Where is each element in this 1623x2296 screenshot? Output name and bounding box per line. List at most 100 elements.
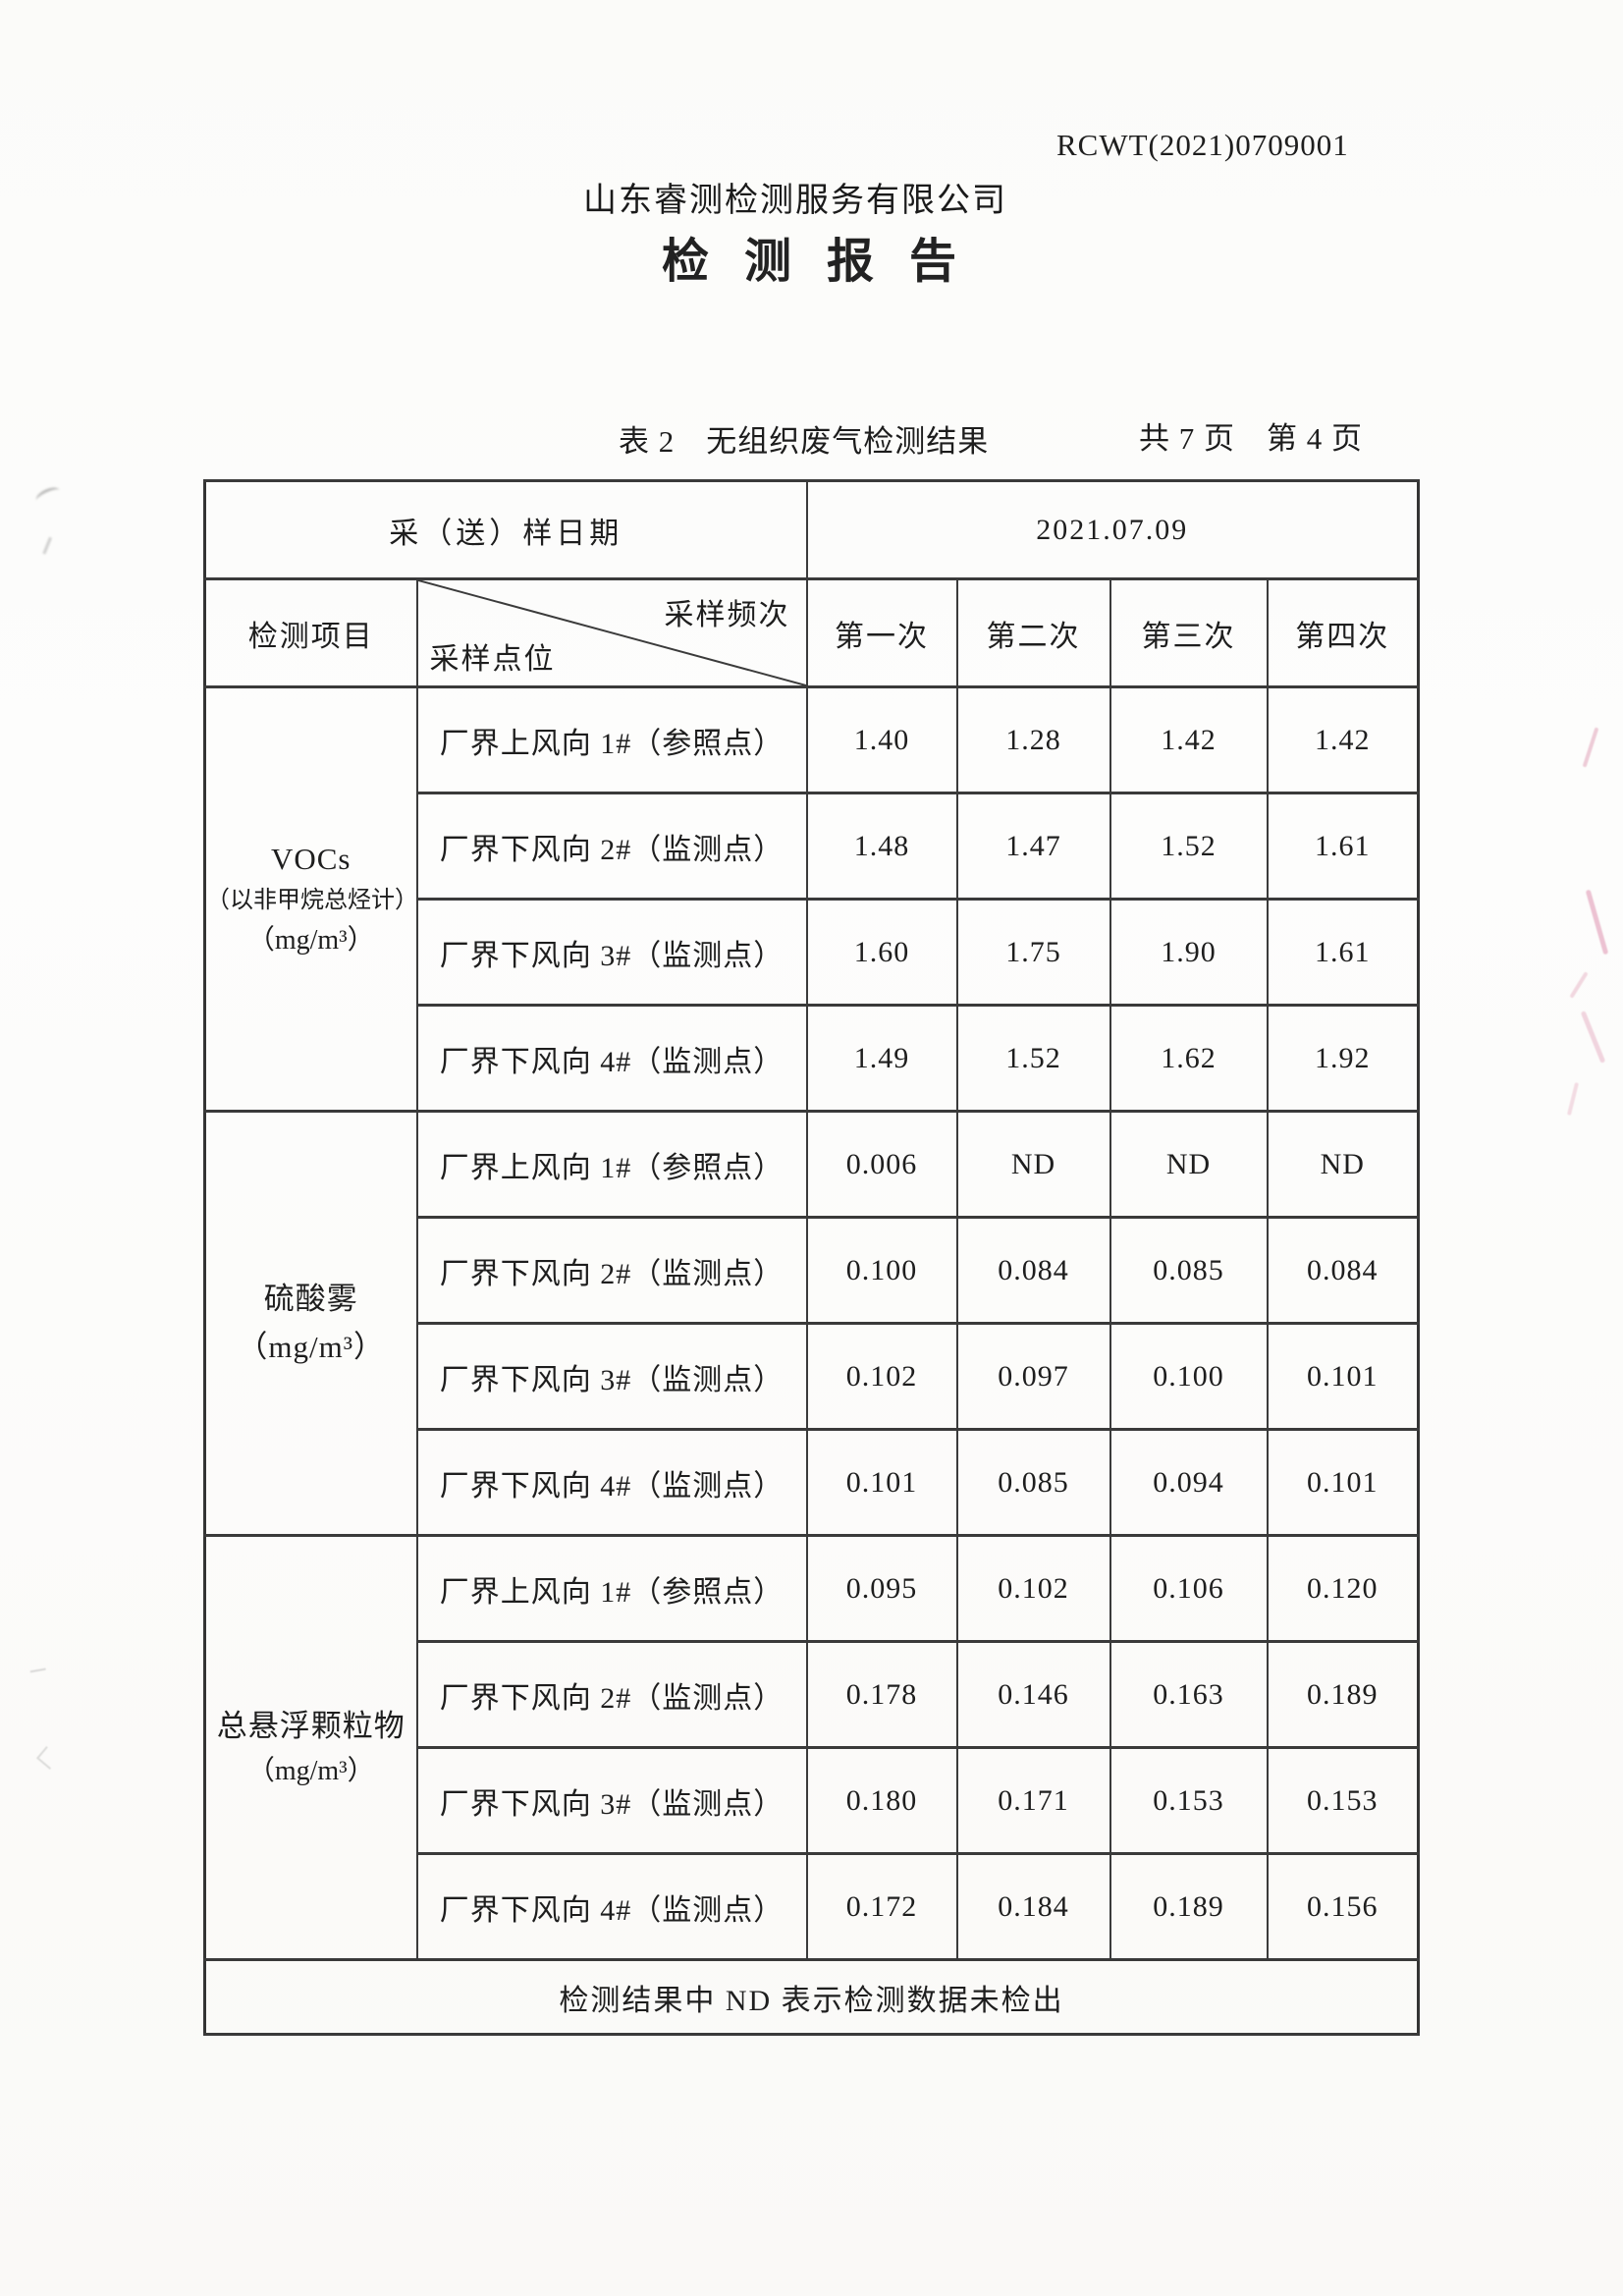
result-value-cell: 1.61	[1266, 898, 1420, 1007]
sampling-point-cell: 厂界下风向 2#（监测点）	[415, 1216, 808, 1325]
result-value-cell: 0.171	[955, 1746, 1111, 1855]
table-row: 厂界下风向 2#（监测点） 0.100 0.084 0.085 0.084	[205, 1216, 1420, 1325]
result-value-cell: 0.085	[955, 1428, 1111, 1537]
result-value-cell: 0.163	[1109, 1640, 1269, 1749]
sampling-point-cell: 厂界下风向 2#（监测点）	[415, 792, 808, 901]
result-value-cell: 1.75	[955, 898, 1111, 1007]
table-row: 厂界下风向 3#（监测点） 1.60 1.75 1.90 1.61	[205, 898, 1420, 1007]
scan-mark	[33, 484, 63, 507]
result-value-cell: 0.184	[955, 1852, 1111, 1961]
result-value-cell: 0.153	[1109, 1746, 1269, 1855]
sampling-point-cell: 厂界上风向 1#（参照点）	[415, 685, 808, 794]
result-value-cell: 0.095	[805, 1534, 958, 1643]
sampling-frequency-label: 采样频次	[664, 599, 790, 631]
result-value-cell: 1.60	[805, 898, 958, 1007]
result-value-cell: 0.094	[1109, 1428, 1269, 1537]
result-value-cell: 0.085	[1109, 1216, 1269, 1325]
result-value-cell: 0.101	[805, 1428, 958, 1537]
table-row: 总悬浮颗粒物 （mg/m³） 厂界上风向 1#（参照点） 0.095 0.102…	[203, 1534, 1420, 1961]
result-value-cell: 0.146	[955, 1640, 1111, 1749]
result-value-cell: 1.48	[805, 792, 958, 901]
result-value-cell: 0.101	[1266, 1428, 1420, 1537]
result-value-cell: 1.42	[1109, 685, 1269, 794]
result-value-cell: 0.084	[1266, 1216, 1420, 1325]
result-value-cell: 0.153	[1266, 1746, 1420, 1855]
result-value-cell: 1.28	[955, 685, 1111, 794]
page-title: 检 测 报 告	[661, 236, 968, 288]
result-value-cell: 0.097	[955, 1322, 1111, 1431]
sample-date-value: 2021.07.09	[805, 479, 1420, 580]
result-value-cell: ND	[955, 1110, 1111, 1219]
result-value-cell: 0.084	[955, 1216, 1111, 1325]
result-value-cell: 0.102	[955, 1534, 1111, 1643]
result-value-cell: 1.52	[955, 1004, 1111, 1113]
table-row: 厂界下风向 2#（监测点） 0.178 0.146 0.163 0.189	[205, 1640, 1420, 1749]
scan-mark	[28, 1660, 46, 1673]
result-value-cell: 0.102	[805, 1322, 958, 1431]
footnote-row: 检测结果中 ND 表示检测数据未检出	[203, 1958, 1420, 2036]
result-value-cell: 1.62	[1109, 1004, 1269, 1113]
sampling-point-cell: 厂界上风向 1#（参照点）	[415, 1534, 808, 1643]
header-item-cell: 检测项目	[203, 577, 418, 688]
sampling-point-cell: 厂界下风向 3#（监测点）	[415, 1322, 808, 1431]
result-value-cell: 0.180	[805, 1746, 958, 1855]
result-value-cell: 1.52	[1109, 792, 1269, 901]
header-run-2: 第二次	[955, 577, 1111, 688]
result-value-cell: 1.49	[805, 1004, 958, 1113]
result-value-cell: 1.47	[955, 792, 1111, 901]
header-run-1: 第一次	[805, 577, 958, 688]
scan-stamp-mark	[1580, 1011, 1606, 1064]
report-number: RCWT(2021)0709001	[1056, 128, 1349, 162]
result-value-cell: 0.189	[1109, 1852, 1269, 1961]
company-name: 山东睿测检测服务有限公司	[583, 183, 1007, 219]
scan-stamp-mark	[1582, 727, 1599, 768]
result-value-cell: 0.189	[1266, 1640, 1420, 1749]
group-label-vocs: VOCs （以非甲烷总烃计） （mg/m³）	[203, 685, 418, 1113]
scan-stamp-mark	[1585, 889, 1609, 956]
header-run-4: 第四次	[1266, 577, 1420, 688]
result-value-cell: 0.172	[805, 1852, 958, 1961]
sampling-point-cell: 厂界下风向 4#（监测点）	[415, 1004, 808, 1113]
result-value-cell: 0.101	[1266, 1322, 1420, 1431]
table-row: 厂界下风向 2#（监测点） 1.48 1.47 1.52 1.61	[205, 792, 1420, 901]
table-row: 厂界下风向 3#（监测点） 0.102 0.097 0.100 0.101	[205, 1322, 1420, 1431]
sampling-point-cell: 厂界下风向 3#（监测点）	[415, 1746, 808, 1855]
result-value-cell: 0.106	[1109, 1534, 1269, 1643]
result-value-cell: 0.100	[1109, 1322, 1269, 1431]
sampling-point-cell: 厂界下风向 4#（监测点）	[415, 1852, 808, 1961]
table-row: VOCs （以非甲烷总烃计） （mg/m³） 厂界上风向 1#（参照点） 1.4…	[203, 685, 1420, 1113]
result-value-cell: 1.42	[1266, 685, 1420, 794]
table-caption: 表 2 无组织废气检测结果	[619, 424, 990, 459]
table-row: 厂界下风向 3#（监测点） 0.180 0.171 0.153 0.153	[205, 1746, 1420, 1855]
group-label-sulfuric-acid-mist: 硫酸雾（mg/m³）	[203, 1110, 418, 1537]
result-value-cell: 1.40	[805, 685, 958, 794]
scan-mark	[42, 536, 69, 562]
result-value-cell: ND	[1109, 1110, 1269, 1219]
result-value-cell: 1.90	[1109, 898, 1269, 1007]
result-value-cell: 0.178	[805, 1640, 958, 1749]
result-value-cell: ND	[1266, 1110, 1420, 1219]
header-run-3: 第三次	[1109, 577, 1269, 688]
table-header-row: 检测项目 采样频次 采样点位 第一次 第二次 第三次 第四次	[203, 577, 1420, 688]
page-indicator: 共 7 页 第 4 页	[1139, 421, 1363, 456]
table-row: 硫酸雾（mg/m³） 厂界上风向 1#（参照点） 0.006 ND ND ND	[203, 1110, 1420, 1537]
results-table: 采（送）样日期 2021.07.09 检测项目 采样频次 采样点位 第一次 第二…	[203, 479, 1420, 2036]
result-value-cell: 1.92	[1266, 1004, 1420, 1113]
scan-stamp-mark	[1569, 971, 1589, 999]
result-value-cell: 0.120	[1266, 1534, 1420, 1643]
table-row: 厂界下风向 4#（监测点） 1.49 1.52 1.62 1.92	[205, 1004, 1420, 1113]
sample-date-label: 采（送）样日期	[203, 479, 808, 580]
table-row: 厂界下风向 4#（监测点） 0.101 0.085 0.094 0.101	[205, 1428, 1420, 1537]
result-value-cell: 1.61	[1266, 792, 1420, 901]
sample-date-row: 采（送）样日期 2021.07.09	[203, 479, 1420, 580]
diagonal-divider-line	[418, 580, 806, 685]
scan-stamp-mark	[1566, 1082, 1580, 1116]
header-diagonal-cell: 采样频次 采样点位	[415, 577, 808, 688]
footnote-cell: 检测结果中 ND 表示检测数据未检出	[203, 1958, 1420, 2036]
sampling-point-cell: 厂界上风向 1#（参照点）	[415, 1110, 808, 1219]
scan-mark	[35, 1746, 61, 1770]
sampling-point-cell: 厂界下风向 4#（监测点）	[415, 1428, 808, 1537]
result-value-cell: 0.156	[1266, 1852, 1420, 1961]
sampling-point-cell: 厂界下风向 3#（监测点）	[415, 898, 808, 1007]
